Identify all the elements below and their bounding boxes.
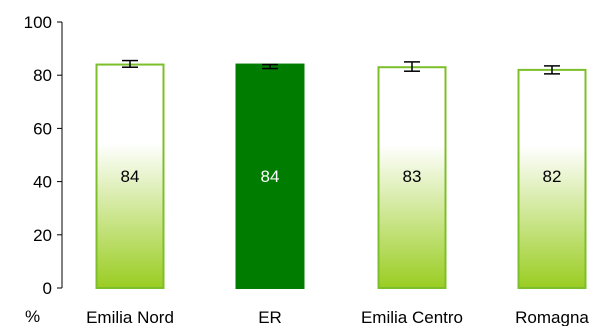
y-tick-label: 0 bbox=[43, 279, 52, 298]
data-label: 82 bbox=[543, 167, 562, 186]
x-tick-label: Emilia Nord bbox=[86, 308, 174, 326]
bar-emilia-nord bbox=[95, 63, 165, 289]
y-tick-label: 20 bbox=[33, 226, 52, 245]
error-bar bbox=[544, 65, 560, 75]
bar-er bbox=[235, 63, 305, 289]
y-tick-label: 80 bbox=[33, 66, 52, 85]
x-tick-label: Emilia Centro bbox=[361, 308, 463, 326]
unit-label: % bbox=[25, 307, 41, 326]
y-tick-label: 100 bbox=[24, 13, 52, 32]
bars-group: 84 84 83 82 bbox=[95, 59, 587, 289]
x-tick-label: ER bbox=[258, 308, 282, 326]
data-label: 83 bbox=[403, 167, 422, 186]
error-bar bbox=[262, 63, 278, 70]
x-axis-labels: Emilia Nord ER Emilia Centro Romagna bbox=[86, 308, 589, 326]
bar-emilia-centro bbox=[377, 66, 447, 289]
y-tick-label: 40 bbox=[33, 173, 52, 192]
y-axis: 0 20 40 60 80 100 bbox=[24, 13, 63, 298]
data-label: 84 bbox=[121, 167, 140, 186]
error-bar bbox=[404, 61, 420, 72]
data-label: 84 bbox=[261, 167, 280, 186]
error-bar bbox=[122, 59, 138, 68]
x-tick-label: Romagna bbox=[515, 308, 589, 326]
bar-romagna bbox=[517, 68, 587, 289]
y-tick-label: 60 bbox=[33, 119, 52, 138]
